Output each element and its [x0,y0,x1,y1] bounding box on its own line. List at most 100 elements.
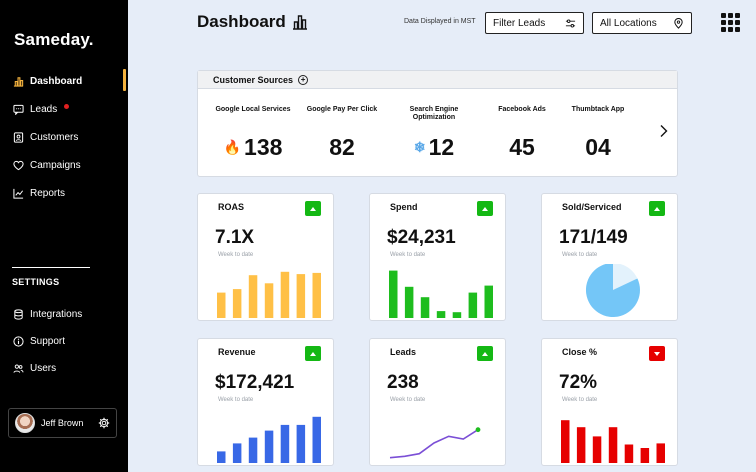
source-item[interactable]: Google Local Services 🔥 138 [213,106,293,161]
heart-icon [12,159,24,171]
location-select[interactable]: All Locations [592,12,692,34]
metric-card-close-percent[interactable]: Close % 72% Week to date [541,338,678,466]
source-item[interactable]: Thumbtack App 04 [558,106,638,161]
bar [640,448,650,463]
sidebar-item-users[interactable]: Users [12,359,56,377]
sidebar-item-label: Campaigns [30,159,81,171]
series-line [389,429,479,459]
bar [608,427,618,463]
bar [217,292,226,318]
sidebar-item-leads[interactable]: Leads [12,100,70,118]
timezone-note: Data Displayed in MST [404,18,476,25]
line-chart-icon [12,187,24,199]
settings-heading: SETTINGS [12,277,60,287]
card-subtitle: Week to date [390,252,426,258]
sidebar-item-support[interactable]: Support [12,332,65,350]
metric-card-spend[interactable]: Spend $24,231 Week to date [369,193,506,321]
card-value: $24,231 [387,227,456,248]
bar [576,427,586,463]
bar [248,275,258,318]
snowflake-icon: ❄ [413,139,426,155]
end-point [475,427,481,433]
bar [656,443,665,463]
source-label: Facebook Ads [498,106,546,113]
bar [264,430,274,463]
bar [296,424,306,463]
users-icon [12,362,24,374]
trend-up-icon [649,201,665,216]
trend-up-icon [477,346,493,361]
chevron-right-icon[interactable] [659,124,669,138]
bar [280,424,290,463]
sidebar-item-label: Integrations [30,308,83,320]
metric-card-revenue[interactable]: Revenue $172,421 Week to date [197,338,334,466]
source-label: Google Local Services [215,106,291,113]
location-label: All Locations [600,17,657,29]
source-item[interactable]: Facebook Ads 45 [482,106,562,161]
card-subtitle: Week to date [562,397,598,403]
contact-card-icon [12,131,24,143]
source-item[interactable]: Search Engine Optimization ❄ 12 [394,106,474,161]
metric-card-sold-serviced[interactable]: Sold/Serviced 171/149 Week to date [541,193,678,321]
bar [232,443,242,463]
source-value: 138 [244,134,283,160]
filter-leads-button[interactable]: Filter Leads [485,12,584,34]
map-pin-icon [674,17,683,29]
fire-icon: 🔥 [223,139,242,155]
bar-chart-icon [292,15,307,30]
card-title: ROAS [218,202,245,212]
card-chart [389,427,481,459]
active-indicator [123,69,126,91]
sidebar: Sameday. Dashboard Leads Customers Campa… [0,0,128,472]
source-value: 04 [585,134,611,160]
bar [404,286,414,318]
sidebar-item-dashboard[interactable]: Dashboard [12,72,82,90]
page-title: Dashboard [197,12,308,32]
source-item[interactable]: Google Pay Per Click 82 [302,106,382,161]
page-title-text: Dashboard [197,12,286,31]
card-value: 72% [559,372,598,393]
bar [232,289,242,318]
sidebar-item-campaigns[interactable]: Campaigns [12,156,81,174]
bar [248,437,258,463]
card-chart [585,264,640,317]
bar [389,270,398,318]
info-icon [12,335,24,347]
card-chart [217,416,321,463]
sidebar-item-label: Leads [30,103,58,115]
source-value: 45 [509,134,535,160]
brand-logo: Sameday. [14,30,94,49]
bar [468,292,478,318]
message-icon [12,103,24,115]
bar [280,271,290,318]
source-label: Google Pay Per Click [306,106,378,113]
sidebar-item-label: Dashboard [30,75,83,87]
card-value: $172,421 [215,372,295,393]
add-icon[interactable]: + [298,74,309,85]
card-subtitle: Week to date [390,397,426,403]
bar [296,274,306,318]
bar-chart-icon [12,75,24,87]
metric-card-leads[interactable]: Leads 238 Week to date [369,338,506,466]
database-icon [12,308,24,320]
card-title: Close % [562,347,598,357]
sidebar-item-integrations[interactable]: Integrations [12,305,82,323]
sidebar-item-label: Customers [30,131,79,143]
card-title: Spend [390,202,418,212]
card-subtitle: Week to date [218,252,254,258]
card-chart [561,420,665,463]
user-profile[interactable]: Jeff Brown [8,408,117,438]
source-value: 82 [329,134,355,160]
avatar [15,413,35,433]
trend-down-icon [649,346,665,361]
gear-icon[interactable] [98,417,110,429]
sidebar-item-customers[interactable]: Customers [12,128,78,146]
card-value: 7.1X [215,227,255,248]
sidebar-item-label: Reports [30,187,66,199]
card-value: 171/149 [559,227,628,248]
apps-grid-icon[interactable] [721,13,741,33]
bar [217,451,226,463]
trend-up-icon [477,201,493,216]
metric-card-roas[interactable]: ROAS 7.1X Week to date [197,193,334,321]
sidebar-item-reports[interactable]: Reports [12,184,65,202]
